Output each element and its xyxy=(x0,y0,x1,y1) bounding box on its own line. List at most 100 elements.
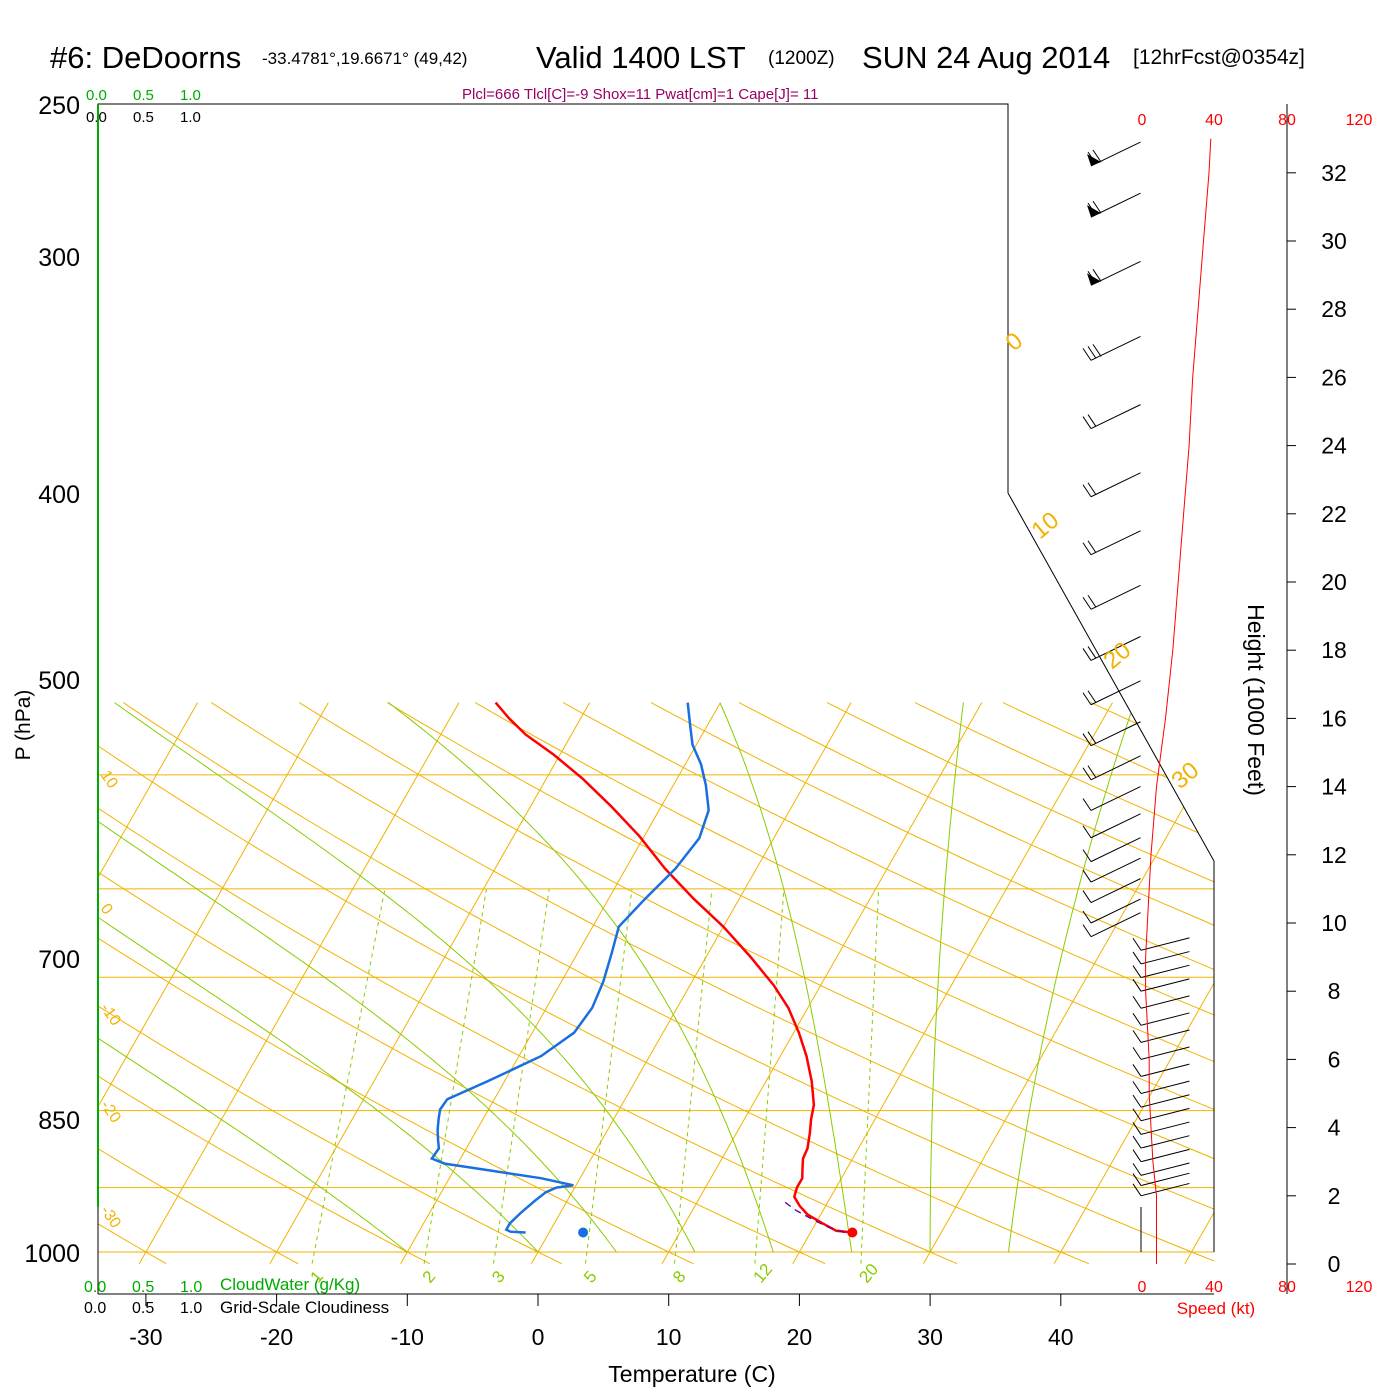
cloudiness-scale-bottom-1: 0.5 xyxy=(132,1300,154,1317)
dry-adiabat xyxy=(1355,703,1400,1264)
dry-adiabat xyxy=(386,702,1214,1265)
wind-barb-shaft xyxy=(1090,472,1141,498)
wind-barb-shaft xyxy=(1090,721,1141,747)
wind-barb-shaft xyxy=(1090,584,1141,610)
wind-barb-shaft xyxy=(1140,1148,1190,1163)
mixing-ratio-line xyxy=(674,888,713,1264)
wind-barb-feather xyxy=(1087,731,1097,744)
cloudwater-scale-bottom-1: 0.5 xyxy=(132,1279,154,1296)
wind-barb-shaft xyxy=(1090,857,1141,883)
height-tick-label: 32 xyxy=(1321,160,1347,186)
wind-barb-shaft xyxy=(1090,636,1141,661)
pressure-tick-label: 500 xyxy=(38,667,80,695)
isotherm-line xyxy=(269,702,591,1264)
mixing-ratio-line xyxy=(754,888,785,1264)
x-tick-label: 30 xyxy=(917,1324,943,1350)
plot-frame xyxy=(97,103,1215,1294)
wind-barb-shaft xyxy=(1140,1107,1190,1122)
wind-barb-shaft xyxy=(1140,995,1190,1009)
dry-adiabat xyxy=(562,702,1214,1265)
height-tick-label: 12 xyxy=(1321,842,1347,868)
wind-barb-feather xyxy=(1132,1064,1142,1077)
isotherm-line xyxy=(0,703,67,1264)
wind-barb-feather xyxy=(1132,1173,1142,1186)
height-tick-label: 8 xyxy=(1328,978,1341,1004)
valid-time: Valid 1400 LST xyxy=(536,40,746,75)
series-temperature-line xyxy=(494,701,853,1234)
mixing-ratio-label: 8 xyxy=(669,1267,690,1286)
pressure-tick-label: 1000 xyxy=(24,1240,80,1268)
wind-barb-shaft xyxy=(1140,1012,1190,1026)
cloud-scale-bottom: 0.0 0.5 1.0 CloudWater (g/Kg) 0.0 0.5 1.… xyxy=(84,1275,389,1317)
mixing-ratio-line xyxy=(423,888,487,1264)
pressure-tick-label: 400 xyxy=(38,481,80,509)
wind-barb-feather xyxy=(1082,869,1092,883)
moist-adiabat xyxy=(1008,702,1135,1253)
wind-barb-feather xyxy=(1082,924,1092,937)
dry-adiabat xyxy=(98,702,431,1265)
wind-barb-feather xyxy=(1132,978,1142,992)
wind-barb-shaft xyxy=(1140,964,1190,979)
dry-adiabat xyxy=(211,702,1214,1265)
cloudwater-scale-bottom-2: 1.0 xyxy=(180,1279,202,1296)
wind-barb-feather xyxy=(1132,1183,1142,1197)
wind-barb-pennant xyxy=(1087,205,1101,218)
x-tick-label: 0 xyxy=(532,1324,545,1350)
cloudwater-scale-top-1: 0.5 xyxy=(133,87,154,104)
height-tick-label: 16 xyxy=(1321,705,1347,731)
cloudiness-scale-bottom-0: 0.0 xyxy=(84,1300,106,1317)
wind-barb-shaft xyxy=(1090,335,1141,361)
dry-adiabat xyxy=(738,702,1214,1265)
wind-barb-feather xyxy=(1132,938,1142,951)
forecast-info: [12hrFcst@0354z] xyxy=(1133,46,1305,69)
wind-barb-shaft xyxy=(1090,898,1141,924)
dry-adiabat xyxy=(98,702,167,1265)
wind-barb-feather xyxy=(1087,202,1097,216)
wind-barb-feather xyxy=(1082,849,1092,862)
wind-barb-shaft xyxy=(1090,878,1141,903)
height-tick-label: 18 xyxy=(1321,637,1347,663)
wind-barb-feather xyxy=(1082,597,1092,610)
moist-adiabat xyxy=(98,702,539,1253)
wind-barbs xyxy=(1082,141,1190,1197)
mixing-ratio-label: 3 xyxy=(488,1267,509,1286)
isotherm-label: 0 xyxy=(1001,327,1029,356)
wind-barb-shaft xyxy=(1140,951,1190,965)
wind-barb-pennant xyxy=(1087,273,1101,286)
speed-panel: 0 40 80 120 0 40 80 120 Speed (kt) xyxy=(1138,112,1373,1318)
pressure-tick-label: 300 xyxy=(38,244,80,272)
wind-barb-feather xyxy=(1082,890,1092,903)
isotherm-line xyxy=(922,702,1214,1264)
wind-barb-shaft xyxy=(1090,755,1141,781)
valid-date: SUN 24 Aug 2014 xyxy=(862,40,1110,75)
wind-barb-feather xyxy=(1132,1030,1142,1043)
pressure-tick-label: 700 xyxy=(38,946,80,974)
wind-barb-feather xyxy=(1082,798,1092,811)
isotherm-line xyxy=(792,702,1113,1264)
cloudiness-scale-bottom-2: 1.0 xyxy=(180,1300,202,1317)
surface-temperature-dot xyxy=(847,1227,858,1238)
height-tick-label: 14 xyxy=(1321,774,1347,800)
isotherm-label: -30 xyxy=(97,1203,124,1232)
dry-adiabat xyxy=(98,702,299,1265)
mixing-ratio-line xyxy=(860,888,880,1264)
wind-barb-feather xyxy=(1082,484,1092,498)
cloud-scale-top: 0.0 0.5 1.0 0.0 0.5 1.0 xyxy=(86,87,201,126)
pressure-labels: 250 300 400 500 700 850 1000 xyxy=(24,92,80,1268)
x-tick-label: 20 xyxy=(787,1324,813,1350)
height-tick-label: 2 xyxy=(1328,1183,1341,1209)
pressure-tick-label: 250 xyxy=(38,92,80,120)
isotherm-line xyxy=(661,702,983,1264)
wind-barb-feather xyxy=(1087,540,1097,553)
surface-dewpoint-dot xyxy=(578,1227,589,1238)
temperature-axis: -30 -20 -10 0 10 20 30 40 xyxy=(98,1293,1214,1350)
x-tick-label: 40 xyxy=(1048,1324,1074,1350)
series-layer xyxy=(429,701,858,1238)
wind-barb-feather xyxy=(1132,1163,1142,1176)
wind-barb-feather xyxy=(1132,1047,1142,1060)
height-tick-label: 28 xyxy=(1321,296,1347,322)
cloudiness-scale-top-2: 1.0 xyxy=(180,109,201,126)
cloudwater-scale-top-0: 0.0 xyxy=(86,87,107,104)
wind-barb-feather xyxy=(1082,910,1092,924)
wind-barb-shaft xyxy=(1140,1080,1190,1094)
